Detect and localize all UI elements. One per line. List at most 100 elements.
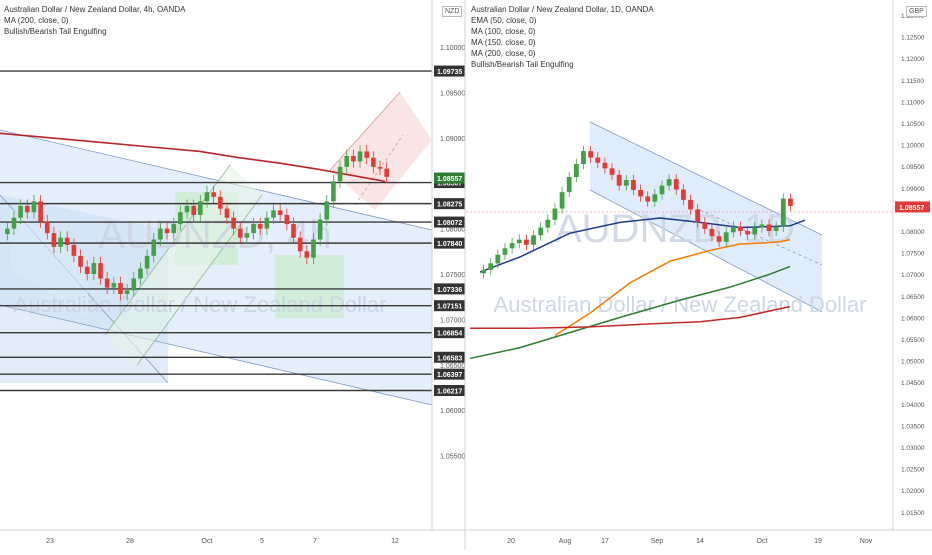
left-red-mid	[354, 134, 404, 206]
left-candle	[144, 255, 150, 269]
left-candle	[211, 192, 216, 197]
right-ma200-line	[470, 305, 791, 329]
left-candle	[191, 205, 196, 215]
right-channel-mid	[699, 209, 823, 266]
right-descending-channel	[590, 122, 822, 312]
left-candle	[384, 168, 389, 177]
left-red-channel	[330, 92, 432, 210]
right-indicator-ma200[interactable]: MA (200, close, 0)	[471, 49, 536, 58]
right-candle	[581, 151, 586, 165]
right-candle	[788, 198, 793, 206]
right-time-tick: Nov	[860, 538, 873, 545]
left-level-label: 1.06583	[437, 355, 462, 362]
left-level-label-bg	[434, 368, 465, 380]
right-currency-badge[interactable]: GBP	[906, 6, 927, 17]
right-candle	[602, 162, 608, 169]
left-candle	[344, 155, 350, 167]
right-candle	[545, 219, 551, 228]
right-candle	[773, 226, 779, 231]
left-rising-lower	[136, 194, 263, 366]
left-candle	[118, 283, 123, 294]
right-candle	[695, 209, 701, 223]
right-ma150-line	[469, 265, 791, 360]
right-price-tick: 1.05500	[901, 337, 925, 344]
right-price-tick: 1.09000	[901, 186, 925, 193]
right-price-tick: 1.09500	[901, 164, 925, 171]
left-candle	[171, 224, 177, 234]
right-indicator-ma150[interactable]: MA (150, close, 0)	[471, 38, 536, 47]
right-price-tick: 1.12000	[901, 56, 925, 63]
right-price-tick: 1.11000	[901, 99, 924, 106]
right-price-tick: 1.01500	[901, 510, 925, 517]
left-candle	[5, 228, 10, 235]
right-indicator-tail-engulfing[interactable]: Bullish/Bearish Tail Engulfing	[471, 60, 574, 69]
left-level-label-bg	[434, 237, 465, 249]
left-price-axis[interactable]	[432, 0, 465, 530]
right-time-tick: 17	[601, 538, 609, 545]
left-last-price-bg	[434, 172, 465, 184]
left-time-tick: 23	[46, 538, 54, 545]
right-candle	[730, 226, 736, 233]
right-candle	[538, 227, 544, 236]
right-price-tick: 1.07000	[901, 272, 925, 279]
right-time-tick: Sep	[651, 538, 664, 545]
right-candle	[481, 269, 486, 274]
right-indicator-ma100[interactable]: MA (100, close, 0)	[471, 27, 536, 36]
right-price-axis[interactable]	[893, 0, 932, 530]
left-last-price: 1.08557	[437, 176, 462, 183]
left-candle	[271, 210, 276, 218]
left-candle	[71, 244, 77, 256]
left-price-tick: 1.06500	[440, 363, 465, 370]
left-red-upper	[329, 91, 401, 171]
left-watermark-symbol: AUDNZD, 4h	[98, 213, 331, 257]
left-candle	[264, 217, 270, 229]
left-currency-badge[interactable]: NZD	[442, 6, 463, 17]
left-candle	[151, 239, 157, 256]
right-candle	[659, 185, 665, 195]
right-price-tick: 1.04500	[901, 380, 925, 387]
left-level-label-bg	[434, 283, 465, 295]
left-candle	[31, 201, 37, 213]
left-candle	[158, 228, 163, 240]
right-candle	[745, 231, 751, 235]
left-candle	[251, 224, 256, 234]
right-price-tick: 1.06500	[901, 294, 925, 301]
left-candle	[244, 233, 250, 238]
left-rising-channel	[105, 165, 262, 365]
right-ma100-line	[554, 238, 791, 337]
left-level-label: 1.07336	[437, 287, 462, 294]
left-candle	[124, 290, 130, 294]
left-indicator-tail-engulfing[interactable]: Bullish/Bearish Tail Engulfing	[4, 27, 107, 36]
left-candle	[104, 278, 110, 288]
left-candle	[24, 205, 30, 213]
right-price-tick: 1.04000	[901, 402, 925, 409]
right-candle	[502, 248, 508, 255]
left-level-label: 1.06854	[437, 331, 462, 338]
left-candle	[84, 266, 90, 274]
right-candle	[495, 254, 501, 264]
right-candle	[759, 224, 765, 228]
left-candle	[304, 251, 310, 258]
left-chart-title: Australian Dollar / New Zealand Dollar, …	[4, 5, 186, 14]
left-candle	[337, 166, 343, 182]
left-time-tick: 7	[313, 538, 317, 545]
right-price-tick: 1.11500	[901, 78, 924, 85]
right-candle	[609, 168, 615, 175]
right-candle	[752, 227, 758, 235]
right-candle	[523, 239, 529, 245]
left-level-label-bg	[434, 198, 465, 210]
left-time-tick: 5	[260, 538, 264, 545]
right-candle	[709, 228, 715, 237]
right-candle	[666, 179, 672, 186]
left-indicator-ma200[interactable]: MA (200, close, 0)	[4, 16, 69, 25]
left-candle	[204, 192, 210, 202]
left-level-label-bg	[434, 65, 465, 77]
right-price-tick: 1.02000	[901, 488, 925, 495]
left-candle	[184, 205, 190, 213]
right-indicator-ema50[interactable]: EMA (50, close, 0)	[471, 16, 537, 25]
left-level-label: 1.07840	[437, 241, 462, 248]
right-chart-legend: Australian Dollar / New Zealand Dollar, …	[471, 4, 654, 70]
right-candle	[738, 226, 743, 231]
right-candle	[488, 263, 494, 270]
